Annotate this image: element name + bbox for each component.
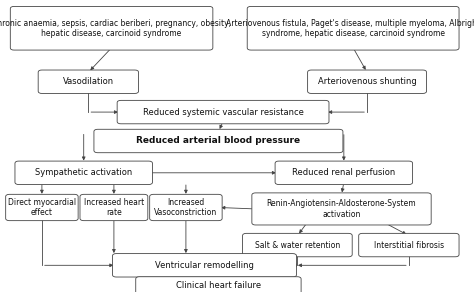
- FancyBboxPatch shape: [6, 194, 78, 221]
- Text: Vasodilation: Vasodilation: [63, 77, 114, 86]
- FancyBboxPatch shape: [252, 193, 431, 225]
- FancyBboxPatch shape: [247, 6, 459, 50]
- FancyBboxPatch shape: [80, 194, 148, 221]
- FancyBboxPatch shape: [117, 100, 329, 124]
- FancyBboxPatch shape: [15, 161, 153, 184]
- Text: Chronic anaemia, sepsis, cardiac beriberi, pregnancy, obesity,
hepatic disease, : Chronic anaemia, sepsis, cardiac beriber…: [0, 19, 231, 38]
- Text: Increased
Vasoconstriction: Increased Vasoconstriction: [154, 198, 218, 217]
- FancyBboxPatch shape: [112, 254, 296, 277]
- Text: Reduced renal perfusion: Reduced renal perfusion: [292, 168, 395, 177]
- Text: Clinical heart failure: Clinical heart failure: [176, 281, 261, 290]
- Text: Increased heart
rate: Increased heart rate: [84, 198, 144, 217]
- FancyBboxPatch shape: [308, 70, 427, 94]
- FancyBboxPatch shape: [150, 194, 222, 221]
- Text: Renin-Angiotensin-Aldosterone-System
activation: Renin-Angiotensin-Aldosterone-System act…: [267, 199, 416, 219]
- FancyBboxPatch shape: [38, 70, 138, 94]
- FancyBboxPatch shape: [10, 6, 213, 50]
- Text: Interstitial fibrosis: Interstitial fibrosis: [374, 240, 444, 250]
- Text: Arteriovenous fistula, Paget's disease, multiple myeloma, Albright
syndrome, hep: Arteriovenous fistula, Paget's disease, …: [226, 19, 474, 38]
- Text: Direct myocardial
effect: Direct myocardial effect: [8, 198, 76, 217]
- Text: Sympathetic activation: Sympathetic activation: [35, 168, 132, 177]
- Text: Salt & water retention: Salt & water retention: [255, 240, 340, 250]
- Text: Reduced systemic vascular resistance: Reduced systemic vascular resistance: [143, 108, 303, 117]
- FancyBboxPatch shape: [94, 129, 343, 153]
- FancyBboxPatch shape: [243, 233, 352, 257]
- Text: Reduced arterial blood pressure: Reduced arterial blood pressure: [137, 137, 301, 145]
- Text: Arteriovenous shunting: Arteriovenous shunting: [318, 77, 417, 86]
- FancyBboxPatch shape: [359, 233, 459, 257]
- FancyBboxPatch shape: [275, 161, 412, 184]
- Text: Ventricular remodelling: Ventricular remodelling: [155, 261, 254, 270]
- FancyBboxPatch shape: [136, 277, 301, 294]
